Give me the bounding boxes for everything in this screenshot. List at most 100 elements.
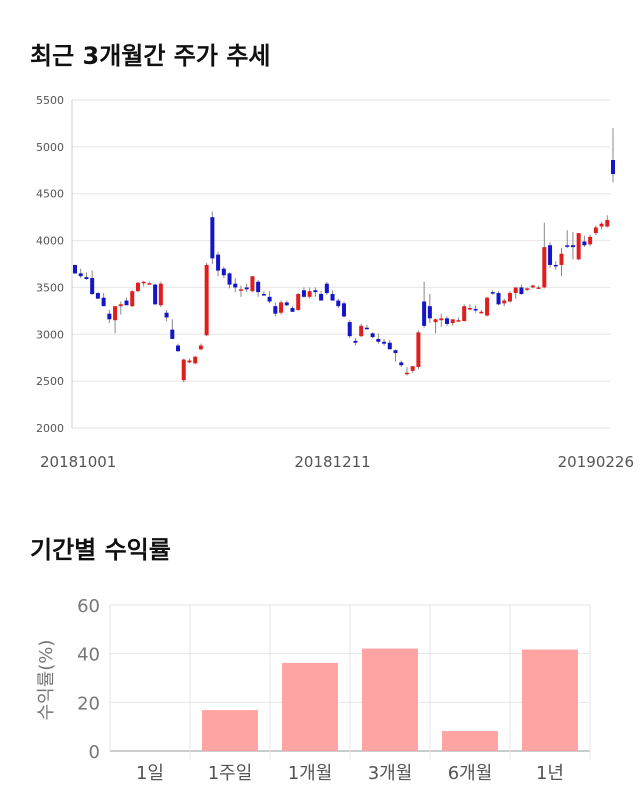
candle [313,287,318,297]
candle [324,281,329,295]
candle [267,291,272,304]
returns-x-tick-label: 3개월 [368,763,413,784]
candle-body [513,287,518,294]
candle-body [485,297,490,316]
candle [118,301,123,315]
candle-body [399,362,404,366]
candle-body [204,264,209,336]
candle-body [467,308,472,310]
candle-body [559,253,564,265]
candle-body [90,278,95,294]
candle-body [450,319,455,324]
candle-body [158,283,163,306]
candle [439,313,444,327]
candle [95,292,100,299]
returns-y-tick-label: 40 [77,645,100,666]
returns-bar [362,648,418,751]
candle-body [73,264,77,274]
candle-body [301,290,306,297]
candle-body [347,322,352,337]
candle [576,233,581,261]
candle [387,339,392,350]
candle-body [84,277,89,279]
candle [153,283,158,306]
candle-body [353,340,358,343]
candle-body [273,306,278,314]
candle-body [244,287,249,290]
candle-body [410,366,415,371]
candle-body [364,327,369,330]
candle [536,285,541,289]
candle-body [502,300,507,304]
candle-body [342,303,346,317]
candle-body [101,297,106,307]
candle-body [78,273,83,277]
candle-body [118,304,123,307]
candle-body [296,293,301,310]
candle-body [267,296,272,302]
candle-body [565,245,570,247]
candle [456,317,461,322]
candle-body [250,276,255,292]
candle-body [473,308,478,311]
candle [485,296,490,317]
candle-body [582,241,587,246]
candle [359,323,364,338]
returns-y-axis-label: 수익률(%) [36,640,57,721]
candle [611,128,615,183]
candle [227,272,232,289]
candle [90,270,95,295]
candle-body [256,281,261,293]
candle-body [130,291,135,307]
candle [473,305,478,313]
candle [193,355,198,365]
returns-x-tick-label: 1개월 [288,763,333,784]
candle [364,324,369,330]
candle-body [433,319,438,323]
candle-body [124,300,129,306]
candle [582,235,587,248]
candle-body [324,283,329,294]
candle [507,291,512,303]
candle-body [153,284,158,305]
candle [221,266,226,279]
candle-body [530,285,535,288]
candle-y-tick-label: 3000 [36,328,64,341]
candle-body [164,312,169,318]
candle-y-tick-label: 2500 [36,375,64,388]
candle [502,298,507,307]
candle-body [507,293,512,302]
candle-body [193,356,198,364]
candle-body [462,306,467,322]
candle-body [599,223,604,227]
candle [467,304,472,310]
candle [187,358,192,364]
returns-y-tick-label: 60 [77,596,100,617]
returns-y-tick-label: 20 [77,693,100,714]
candle-body [216,254,221,271]
candle-body [376,338,381,342]
candle-body [170,329,175,339]
candle-y-tick-label: 5500 [36,94,64,107]
candle [147,281,152,285]
candle [250,276,255,293]
candle [490,290,495,295]
returns-x-tick-label: 1주일 [208,763,253,784]
candle [216,251,221,277]
candle [519,284,524,295]
candle [204,263,209,337]
candle [593,225,598,235]
candle [416,330,421,369]
candle [330,290,335,301]
candle [164,309,169,322]
candle [290,306,295,312]
candle-body [95,293,100,299]
candle-body [210,217,215,259]
candle [404,367,409,376]
candle-body [382,341,387,344]
candle-y-tick-label: 3500 [36,281,64,294]
candle-body [605,219,610,227]
candle [548,242,553,268]
candle-body [422,301,427,326]
candle-body [330,293,335,301]
